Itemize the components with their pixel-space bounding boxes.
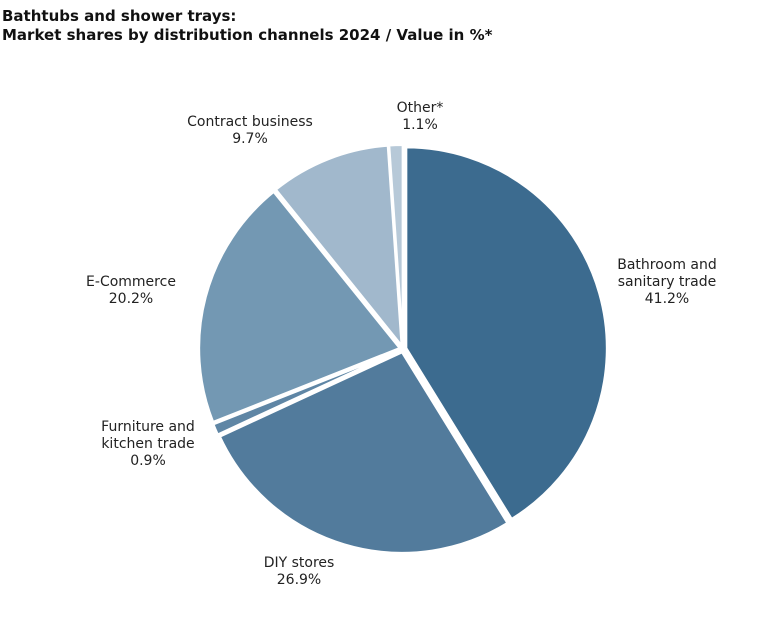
slice-value-label: 1.1% — [402, 117, 438, 133]
slice-category-label: sanitary trade — [618, 274, 717, 290]
pie-slice-4 — [274, 144, 404, 348]
pie-slice-1 — [218, 350, 509, 555]
slice-category-label: E-Commerce — [86, 274, 176, 290]
slice-category-label: Other* — [397, 100, 444, 116]
slice-category-label: Furniture and — [101, 419, 195, 435]
chart-subtitle: Market shares by distribution channels 2… — [2, 26, 493, 44]
slice-value-label: 41.2% — [645, 291, 689, 307]
slice-category-label: Contract business — [187, 114, 313, 130]
chart-title-block: Bathtubs and shower trays: Market shares… — [2, 7, 492, 45]
slice-category-label: Bathroom and — [617, 257, 717, 273]
slice-category-label: kitchen trade — [101, 436, 194, 452]
slice-value-label: 9.7% — [232, 131, 268, 147]
slice-value-label: 26.9% — [277, 572, 321, 588]
slice-category-label: DIY stores — [264, 555, 335, 571]
pie-slices — [197, 143, 609, 555]
slice-value-label: 0.9% — [130, 453, 166, 469]
chart-title: Bathtubs and shower trays: — [2, 7, 237, 25]
slice-value-label: 20.2% — [109, 291, 153, 307]
pie-slice-2 — [211, 349, 402, 436]
pie-slice-5 — [387, 143, 405, 348]
pie-slice-0 — [404, 145, 609, 521]
pie-slice-3 — [197, 190, 402, 424]
